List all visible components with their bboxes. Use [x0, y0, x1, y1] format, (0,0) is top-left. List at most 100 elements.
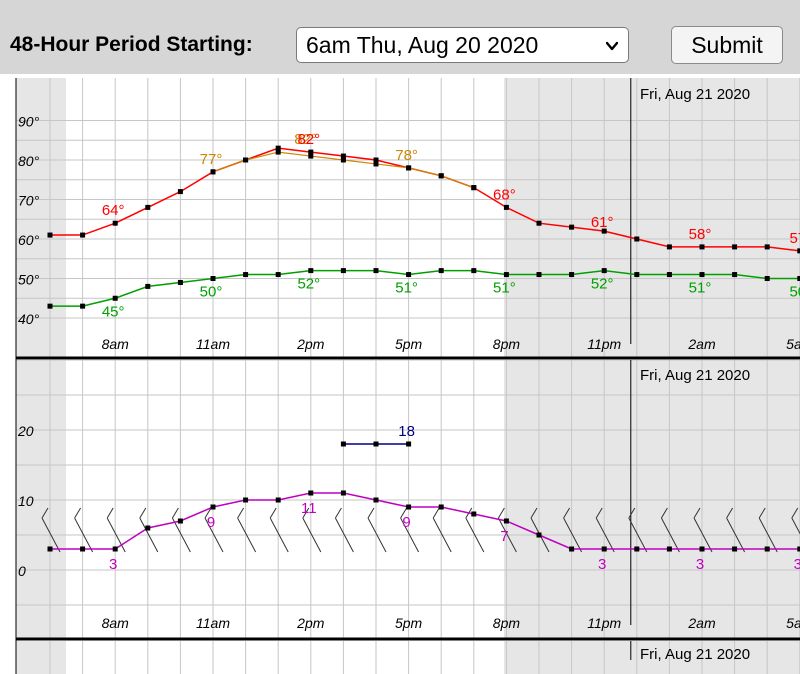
data-point-dewpoint: [243, 272, 249, 278]
night-shading: [16, 78, 66, 358]
data-label-wind: 3: [109, 556, 117, 573]
data-point-temperature: [569, 224, 575, 230]
x-tick-label: 2am: [687, 336, 716, 352]
data-point-temperature: [634, 236, 640, 242]
wind-barb-icon: [595, 507, 615, 553]
data-point-dewpoint: [503, 272, 509, 278]
period-select[interactable]: 6am Thu, Aug 20 2020: [296, 27, 629, 63]
submit-button[interactable]: Submit: [671, 26, 783, 64]
wind-barb-icon: [41, 507, 61, 553]
x-tick-label: 8am: [102, 336, 130, 352]
data-point-heat_index: [308, 153, 314, 159]
data-label-dewpoint: 50°: [200, 284, 223, 301]
data-point-temperature: [764, 244, 770, 250]
x-tick-label: 8am: [102, 615, 130, 631]
data-label-temperature: 58°: [689, 226, 712, 243]
data-point-dewpoint: [666, 272, 672, 278]
data-point-dewpoint: [471, 268, 477, 274]
data-point-heat_index: [471, 185, 477, 191]
x-tick-label: 2pm: [296, 336, 325, 352]
wind-barb-icon: [660, 507, 680, 553]
data-point-dewpoint: [177, 279, 183, 285]
data-point-dewpoint: [732, 272, 738, 278]
data-point-temperature: [177, 189, 183, 195]
data-point-dewpoint: [569, 272, 575, 278]
data-point-wind: [47, 546, 53, 552]
x-tick-label: 5am: [786, 615, 800, 631]
data-label-temperature: 82°: [297, 131, 320, 148]
y-tick-label: 20: [17, 423, 34, 439]
data-label-temperature: 61°: [591, 214, 614, 231]
y-tick-label: 90°: [18, 114, 40, 130]
data-label-dewpoint: 50: [789, 284, 800, 301]
x-tick-label: 5pm: [395, 615, 423, 631]
y-tick-label: 80°: [18, 153, 40, 169]
data-point-wind: [732, 546, 738, 552]
data-point-temperature: [601, 228, 607, 234]
data-point-heat_index: [406, 165, 412, 171]
data-point-temperature: [503, 204, 509, 210]
data-label-gust: 18: [398, 423, 415, 440]
x-tick-label: 8pm: [493, 336, 521, 352]
data-point-wind: [177, 518, 183, 524]
data-point-temperature: [732, 244, 738, 250]
period-label: 48-Hour Period Starting:: [10, 33, 253, 56]
data-label-heat_index: 78°: [395, 147, 418, 164]
data-point-dewpoint: [80, 303, 86, 309]
x-tick-label: 11am: [196, 615, 230, 631]
y-tick-label: 50°: [18, 272, 40, 288]
data-label-temperature: 68°: [493, 186, 516, 203]
data-point-temperature: [80, 232, 86, 238]
data-point-dewpoint: [308, 268, 314, 274]
night-shading: [16, 641, 66, 674]
data-point-temperature: [275, 145, 281, 151]
data-point-wind: [406, 504, 412, 510]
data-point-wind: [503, 518, 509, 524]
data-label-dewpoint: 45°: [102, 303, 125, 320]
night-shading: [504, 641, 800, 674]
data-label-dewpoint: 52°: [591, 276, 614, 293]
period-select-value: 6am Thu, Aug 20 2020: [306, 32, 539, 58]
data-point-temperature: [145, 204, 151, 210]
data-label-temperature: 64°: [102, 202, 125, 219]
x-tick-label: 11pm: [587, 336, 621, 352]
date-label: Fri, Aug 21 2020: [640, 367, 750, 384]
data-label-wind: 3: [794, 556, 800, 573]
data-label-wind: 9: [207, 514, 215, 531]
chart-panel-1: Fri, Aug 21 2020 90° 80° 70° 60° 50° 40° 8am 11a…: [16, 78, 800, 358]
data-point-wind: [210, 504, 216, 510]
data-point-dewpoint: [634, 272, 640, 278]
data-point-wind: [340, 490, 346, 496]
data-point-gust: [373, 441, 379, 447]
data-label-temperature: 57: [789, 230, 800, 247]
data-point-wind: [699, 546, 705, 552]
x-tick-label: 2am: [687, 615, 716, 631]
data-point-dewpoint: [406, 272, 412, 278]
data-point-wind: [536, 532, 542, 538]
data-point-temperature: [47, 232, 53, 238]
x-tick-label: 11pm: [587, 615, 621, 631]
data-point-dewpoint: [145, 283, 151, 289]
data-point-dewpoint: [699, 272, 705, 278]
data-label-wind: 3: [598, 556, 606, 573]
data-point-dewpoint: [47, 303, 53, 309]
wind-barb-icon: [791, 507, 800, 535]
data-point-wind: [471, 511, 477, 517]
wind-barb-icon: [758, 507, 778, 553]
wind-barb-icon: [204, 507, 224, 553]
data-point-temperature: [699, 244, 705, 250]
wind-barb-icon: [171, 507, 191, 553]
data-point-dewpoint: [210, 276, 216, 281]
x-tick-label: 2pm: [296, 615, 325, 631]
data-point-temperature: [373, 157, 379, 163]
wind-barb-icon: [334, 507, 354, 553]
data-point-temperature: [797, 248, 800, 254]
wind-barb-icon: [497, 507, 517, 553]
data-point-wind: [80, 546, 86, 552]
date-label: Fri, Aug 21 2020: [640, 646, 750, 663]
y-tick-label: 0: [18, 563, 26, 579]
data-label-wind: 7: [500, 528, 508, 545]
data-point-wind: [145, 525, 151, 531]
data-point-wind: [634, 546, 640, 552]
wind-barb-icon: [367, 507, 387, 553]
